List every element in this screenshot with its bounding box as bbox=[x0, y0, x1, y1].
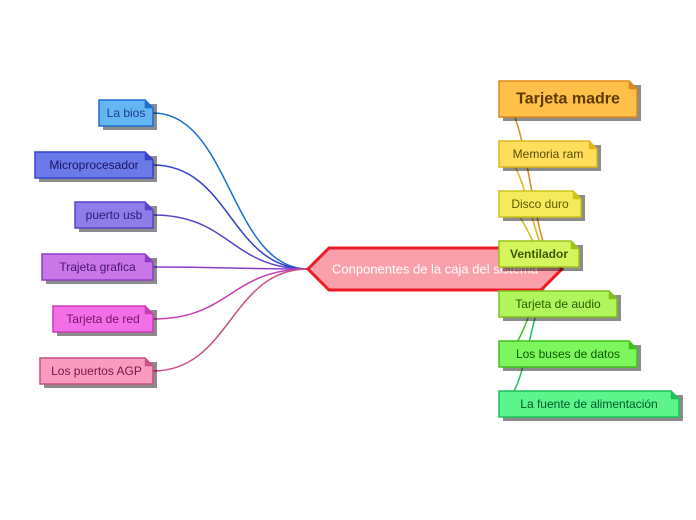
right-node-label: Memoria ram bbox=[513, 147, 584, 161]
right-node-label: Tarjeta madre bbox=[516, 91, 620, 108]
right-node-label: La fuente de alimentación bbox=[520, 397, 657, 411]
right-node-label: Los buses de datos bbox=[516, 347, 620, 361]
edge bbox=[153, 113, 308, 269]
mindmap-canvas: Conponentes de la caja del sistemaLa bio… bbox=[0, 0, 696, 520]
right-node-label: Ventilador bbox=[510, 247, 568, 261]
left-node-label: Tarjeta de red bbox=[66, 312, 139, 326]
left-node-label: Microprocesador bbox=[49, 158, 138, 172]
edge bbox=[153, 215, 308, 269]
right-node-label: Tarjeta de audio bbox=[515, 297, 601, 311]
left-node-label: La bios bbox=[107, 106, 146, 120]
left-node-label: Los puertos AGP bbox=[51, 364, 142, 378]
edge bbox=[153, 269, 308, 319]
left-node-label: puerto usb bbox=[86, 208, 143, 222]
edge bbox=[153, 269, 308, 371]
left-node-label: Trajeta grafica bbox=[59, 260, 136, 274]
right-node-label: Disco duro bbox=[511, 197, 569, 211]
